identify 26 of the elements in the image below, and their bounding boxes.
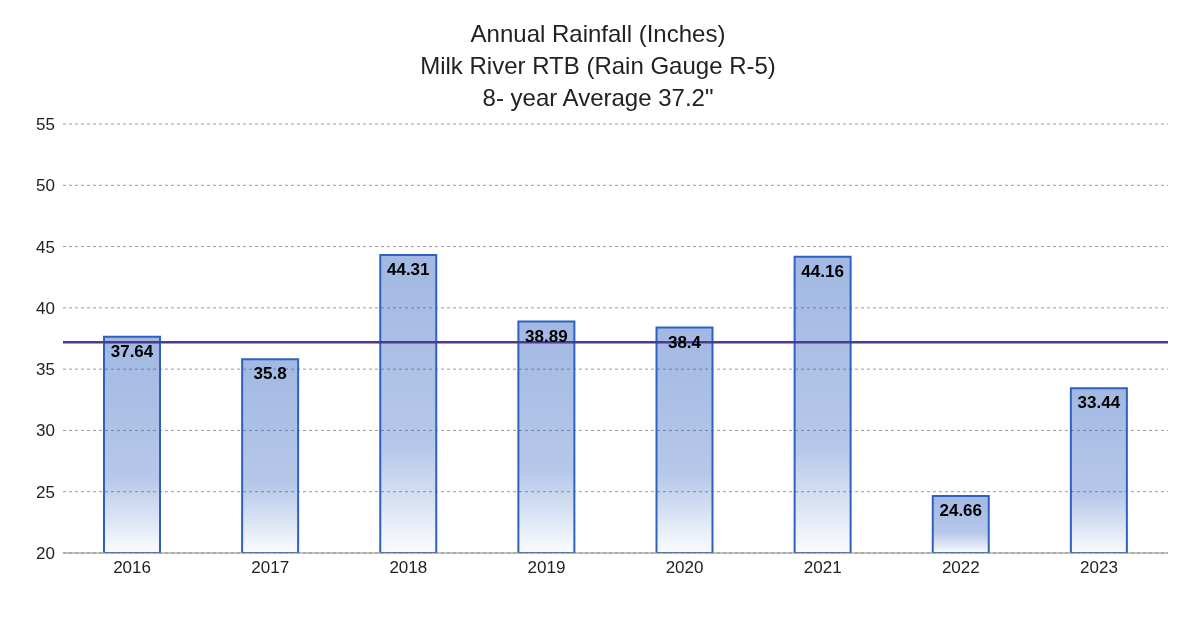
x-tick-label: 2018 (389, 558, 428, 578)
y-tick-label: 20 (36, 544, 55, 564)
x-tick-label: 2020 (665, 558, 704, 578)
x-tick-label: 2023 (1080, 558, 1118, 578)
data-label: 44.16 (801, 261, 844, 281)
y-tick-label: 45 (36, 237, 55, 257)
data-label: 35.8 (253, 364, 287, 384)
text: 8- year Average 37.2" (481, 83, 715, 113)
data-label: 24.66 (939, 500, 983, 520)
y-tick-label: 50 (36, 176, 55, 196)
data-label: 37.64 (110, 341, 154, 361)
chart-subtitle: Milk River RTB (Rain Gauge R-5) (419, 51, 777, 81)
x-tick-label: 2022 (941, 558, 980, 578)
x-tick-label: 2021 (803, 558, 842, 578)
data-label: 44.31 (386, 260, 430, 280)
y-tick-label: 30 (36, 421, 55, 441)
y-tick-label: 40 (36, 298, 55, 318)
y-tick-label: 55 (36, 115, 55, 135)
data-label: 33.44 (1077, 393, 1121, 413)
x-tick-label: 2017 (251, 558, 290, 578)
y-tick-label: 35 (36, 360, 55, 380)
data-label: 38.89 (525, 326, 568, 346)
y-tick-label: 25 (36, 482, 55, 502)
x-tick-label: 2016 (113, 558, 151, 578)
chart-title: Annual Rainfall (Inches) (469, 19, 727, 49)
x-tick-label: 2019 (527, 558, 566, 578)
